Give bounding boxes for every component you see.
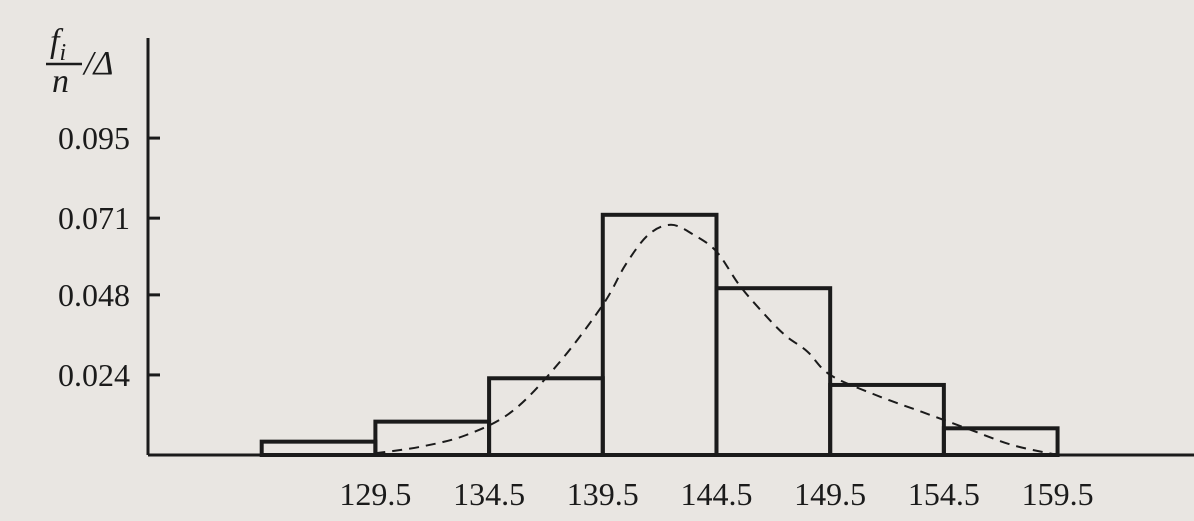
histogram-bar [373,419,492,458]
x-tick-label: 159.5 [1022,476,1094,512]
histogram-bar [828,382,946,457]
y-tick-label: 0.024 [58,357,130,393]
y-label-denominator: n [52,63,69,100]
density-curve [375,223,1058,456]
x-ticks: 129.5 134.5 139.5 144.5 149.5 154.5 159.5 [339,476,1093,512]
histogram-bar [600,212,719,457]
histogram-bar [941,426,1060,458]
axes [146,38,1194,457]
x-tick-label: 149.5 [794,476,866,512]
x-tick-label: 139.5 [567,476,639,512]
y-label-suffix: /Δ [82,45,113,82]
histogram-bars [259,212,1060,458]
y-tick-label: 0.071 [58,200,130,236]
x-tick-label: 134.5 [453,476,525,512]
y-tick-label: 0.095 [58,120,130,156]
y-ticks: 0.024 0.048 0.071 0.095 [58,120,160,393]
x-tick-label: 154.5 [908,476,980,512]
y-label-numerator: fi [50,23,66,66]
histogram-bar [714,286,833,458]
y-tick-label: 0.048 [58,277,130,313]
histogram-bar [259,439,378,458]
y-axis-label: fi n /Δ [46,23,113,100]
x-tick-label: 129.5 [339,476,411,512]
x-tick-label: 144.5 [680,476,752,512]
